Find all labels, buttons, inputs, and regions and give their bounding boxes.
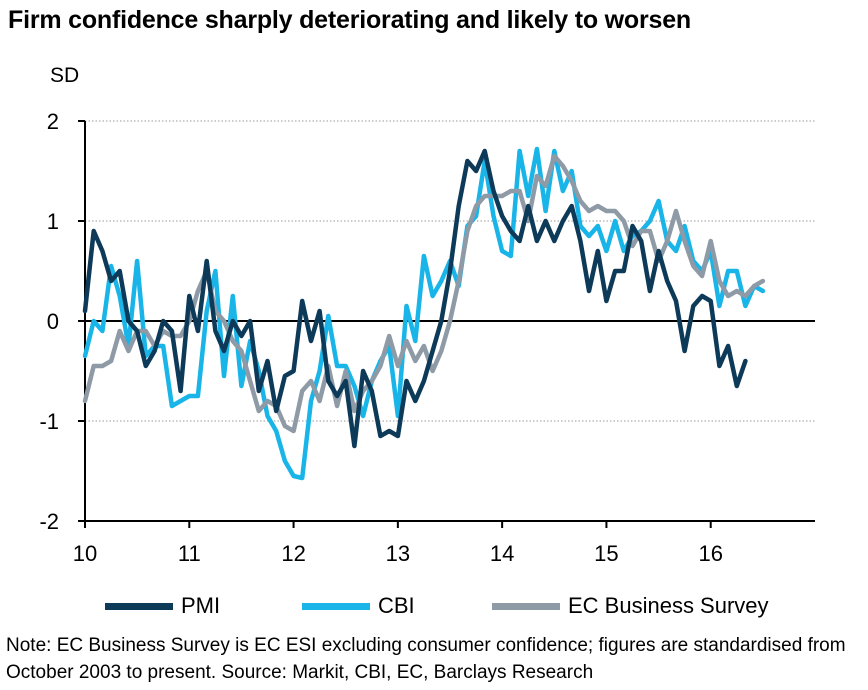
legend-label-cbi: CBI (378, 593, 415, 618)
x-tick-label: 11 (178, 541, 201, 566)
legend-label-ec-business-survey: EC Business Survey (568, 593, 769, 618)
x-tick-label: 15 (594, 541, 618, 566)
x-tick-label: 14 (490, 541, 514, 566)
legend-swatch-cbi (302, 602, 370, 610)
x-tick-label: 10 (73, 541, 97, 566)
legend-label-pmi: PMI (181, 593, 221, 618)
y-tick-label: 2 (47, 109, 59, 134)
legend-swatch-ec-business-survey (492, 602, 560, 610)
legend-item-cbi: CBI (302, 588, 415, 624)
axes (78, 120, 815, 528)
y-tick-label: -1 (39, 409, 59, 434)
tick-labels: 210-1-210 11 12 13 14 15 16 (39, 109, 723, 566)
legend-item-pmi: PMI (105, 588, 220, 624)
footnote: Note: EC Business Survey is EC ESI exclu… (6, 635, 846, 683)
line-chart: 210-1-210 11 12 13 14 15 16 (39, 109, 815, 566)
y-tick-label: 1 (47, 209, 59, 234)
legend-item-ec-business-survey: EC Business Survey (492, 588, 769, 624)
x-tick-label: 12 (281, 541, 305, 566)
legend-swatch-pmi (105, 602, 173, 610)
x-tick-label: 16 (698, 541, 722, 566)
series-line-pmi (82, 148, 748, 449)
series-lines (82, 146, 766, 481)
legend: PMI CBI EC Business Survey (0, 588, 868, 624)
series-line-ec-business-survey (82, 153, 766, 434)
series-line-cbi (82, 146, 766, 481)
y-tick-label: 0 (47, 309, 59, 334)
y-tick-label: -2 (39, 509, 59, 534)
chart-title: Firm confidence sharply deteriorating an… (8, 6, 692, 34)
x-tick-label: 13 (386, 541, 410, 566)
y-axis-unit-label: SD (50, 64, 80, 87)
